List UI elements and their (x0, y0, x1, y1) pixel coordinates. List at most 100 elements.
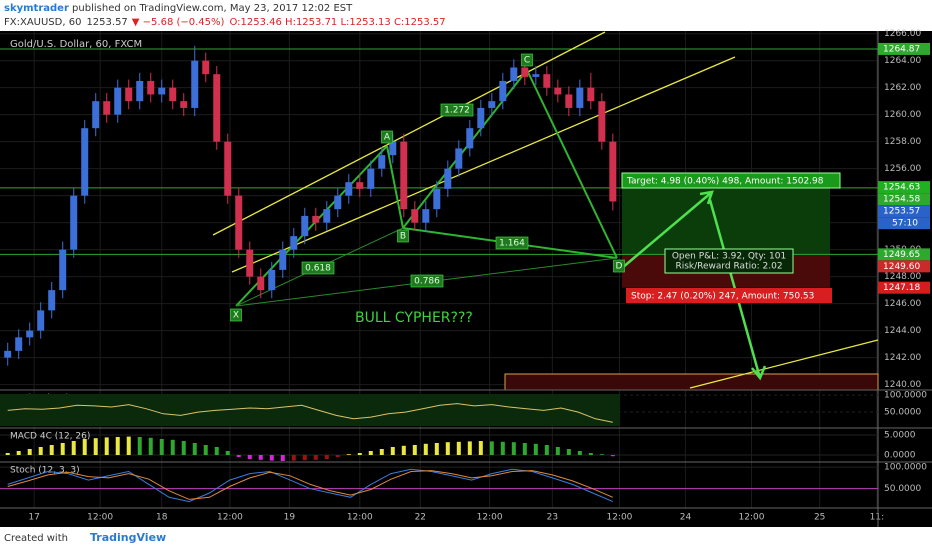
macd-bar (170, 439, 175, 455)
indicator-line (7, 403, 613, 423)
candle-body (4, 350, 12, 358)
indicator-name: Stoch (12, 3, 3) (10, 466, 80, 476)
candle-body (356, 182, 364, 189)
macd-bar (313, 455, 318, 460)
channel-line (231, 56, 736, 273)
candle-body (554, 87, 562, 95)
candle-body (488, 101, 496, 108)
macd-bar (357, 453, 362, 455)
level-tag-label: 1254.63 (883, 183, 920, 193)
macd-bar (126, 436, 131, 455)
macd-bar (324, 455, 329, 459)
level-tag-label: 1249.60 (883, 262, 920, 272)
macd-bar (599, 454, 604, 455)
level-tag-label: 1249.65 (883, 250, 920, 260)
y-tick-label: 1266.00 (884, 29, 921, 39)
footer-created: Created with (4, 533, 68, 544)
candle-body (433, 188, 441, 210)
candle-body (389, 141, 397, 156)
published: published on TradingView.com, May 23, 20… (69, 3, 353, 14)
macd-bar (544, 445, 549, 455)
candle-body (565, 94, 573, 108)
macd-bar (478, 441, 483, 455)
ratio-label-box (495, 236, 529, 250)
x-tick-label: 22 (415, 513, 426, 523)
ticker-line: FX:XAUUSD, 60 1253.57 ▼ −5.68 (−0.45%) O:12… (4, 17, 446, 28)
point-label: A (384, 133, 391, 143)
point-label-box (397, 229, 409, 243)
point-label: X (233, 311, 239, 321)
level-tag (878, 181, 930, 194)
candle-body (587, 87, 595, 102)
x-tick-label: 12:00 (217, 513, 243, 523)
candle-body (334, 195, 342, 210)
candle-body (576, 87, 584, 108)
target-label-box (621, 172, 841, 189)
candle-body (510, 67, 518, 81)
candle-body (37, 310, 45, 331)
y-tick-label: 50.0000 (884, 484, 921, 494)
candle-body (466, 128, 474, 149)
macd-bar (302, 455, 307, 461)
y-tick-label: 1246.00 (884, 299, 921, 309)
x-tick-label: 17 (28, 513, 39, 523)
candle-body (367, 168, 375, 189)
ratio-label-box (301, 261, 335, 275)
x-tick-label: 24 (680, 513, 692, 523)
y-tick-label: 1240.00 (884, 380, 921, 390)
y-tick-label: 1262.00 (884, 83, 921, 93)
channel-line (212, 31, 606, 236)
level-tag (878, 281, 930, 294)
level-tag-label: 1264.87 (883, 44, 920, 54)
ratio-label-box (410, 274, 444, 288)
y-tick-label: 1260.00 (884, 110, 921, 120)
x-tick-label: 25 (814, 513, 825, 523)
candle-body (411, 209, 419, 223)
macd-bar (148, 437, 153, 455)
author[interactable]: skymtrader (4, 3, 69, 14)
arrow (621, 190, 767, 381)
y-tick-label: 1248.00 (884, 272, 921, 282)
macd-bar (555, 447, 560, 455)
candle-body (312, 215, 320, 223)
stop-label-box (626, 288, 832, 303)
trend-line (689, 339, 879, 389)
indicator-name: MACD 4C (12, 26) (10, 432, 90, 442)
point-label-box (381, 130, 393, 144)
macd-bar (412, 445, 417, 455)
candle-body (235, 195, 243, 250)
pl-label-box (664, 248, 794, 274)
level-tag-label: 1253.57 (883, 207, 920, 217)
point-label-box (521, 53, 533, 67)
footer-bg (0, 528, 932, 550)
level-tag (878, 42, 930, 55)
candle-body (246, 249, 254, 277)
candle-body (103, 101, 111, 115)
x-tick-label: 12:00 (347, 513, 373, 523)
candle-body (158, 87, 166, 95)
indicator-line (7, 468, 613, 503)
candle-body (400, 141, 408, 210)
x-tick-label: 19 (284, 513, 296, 523)
candle-body (15, 337, 23, 351)
candle-body (521, 67, 529, 77)
macd-bar (401, 445, 406, 455)
point-label-box (230, 308, 242, 322)
point-label: C (524, 56, 530, 66)
ratio-label: 0.786 (414, 277, 440, 287)
ratio-label: 1.164 (499, 239, 525, 249)
macd-bar (104, 437, 109, 455)
level-tag (878, 260, 930, 273)
footer-brand[interactable]: TradingView (90, 531, 166, 544)
candle-body (268, 269, 276, 291)
y-tick-label: 100.0000 (884, 391, 927, 401)
macd-bar (610, 455, 615, 457)
macd-bar (456, 441, 461, 455)
countdown-tag (878, 217, 930, 230)
macd-bar (269, 455, 274, 461)
candle-body (279, 249, 287, 270)
candle-body (378, 155, 386, 169)
target-zone (622, 187, 830, 255)
x-tick-label: 11: (870, 513, 884, 523)
macd-bar (203, 445, 208, 455)
